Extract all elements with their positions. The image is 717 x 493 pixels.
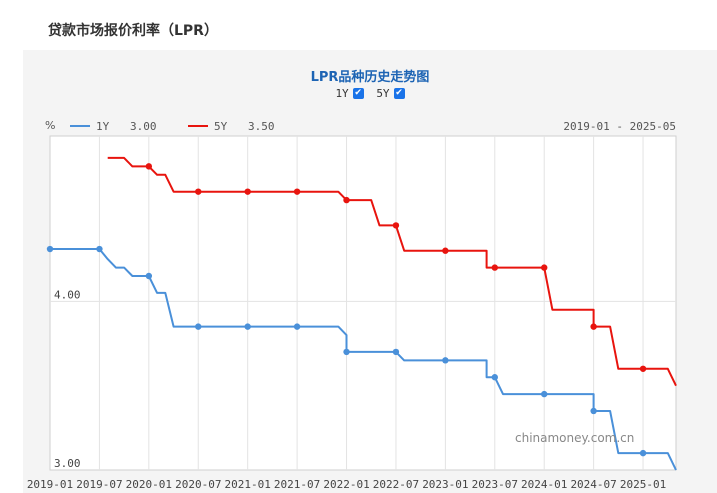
data-point-5y[interactable] [145, 163, 153, 170]
data-point-1y[interactable] [195, 323, 202, 330]
series-layer [46, 156, 677, 471]
series-line-1y [50, 248, 677, 471]
data-point-5y[interactable] [639, 365, 647, 372]
data-point-1y[interactable] [46, 245, 54, 253]
axis-labels: 2019-01 2019-07 2020-01 2020-07 2021-01 2021-… [27, 288, 666, 491]
plot-area [49, 135, 677, 471]
data-point-1y[interactable] [96, 245, 103, 253]
data-point-1y[interactable] [392, 348, 400, 356]
legend: 1Y 3.00 5Y 3.50 [70, 120, 275, 133]
toggle-5y[interactable]: 5Y ✔ [376, 87, 405, 100]
x-tick-label: 2024-01 [521, 478, 567, 491]
data-point-1y[interactable] [293, 323, 301, 330]
x-tick-label: 2021-07 [274, 478, 320, 491]
x-tick-label: 2020-07 [175, 478, 221, 491]
data-point-5y[interactable] [343, 196, 350, 204]
toggle-5y-label: 5Y [376, 87, 390, 100]
x-tick-label: 2020-01 [126, 478, 172, 491]
toggle-5y-checkbox[interactable]: ✔ [393, 88, 405, 99]
data-point-1y[interactable] [541, 390, 548, 398]
data-point-5y[interactable] [590, 323, 597, 330]
legend-5y-name: 5Y [214, 120, 228, 133]
x-tick-label: 2023-01 [422, 478, 468, 491]
data-point-5y[interactable] [491, 264, 498, 271]
toggle-1y[interactable]: 1Y ✔ [335, 87, 364, 100]
series-line-5y [107, 156, 677, 387]
data-point-5y[interactable] [244, 188, 251, 195]
x-tick-label: 2022-07 [373, 478, 419, 491]
data-point-1y[interactable] [442, 357, 449, 364]
toggle-1y-label: 1Y [335, 87, 349, 100]
x-tick-label: 2025-01 [620, 478, 666, 491]
legend-1y-value: 3.00 [130, 120, 157, 133]
series-toggles: 1Y ✔ 5Y ✔ [23, 87, 717, 100]
watermark: chinamoney.com.cn [515, 431, 634, 445]
x-tick-label: 2024-07 [570, 478, 616, 491]
data-point-5y[interactable] [442, 247, 449, 254]
toggle-1y-checkbox[interactable]: ✔ [352, 88, 364, 99]
legend-1y-name: 1Y [96, 120, 110, 133]
data-point-5y[interactable] [195, 188, 202, 195]
chart-title: LPR品种历史走势图 [310, 70, 430, 85]
data-point-1y[interactable] [343, 348, 350, 356]
data-point-1y[interactable] [145, 272, 153, 280]
data-point-1y[interactable] [244, 323, 251, 330]
legend-5y-value: 3.50 [248, 120, 275, 133]
data-point-5y[interactable] [293, 188, 301, 195]
x-tick-label: 2021-01 [225, 478, 271, 491]
x-tick-label: 2022-01 [323, 478, 369, 491]
y-tick-label: 4.00 [54, 288, 81, 301]
date-range: 2019-01 - 2025-05 [563, 120, 676, 133]
data-point-1y[interactable] [491, 374, 498, 381]
x-tick-label: 2019-07 [76, 478, 122, 491]
data-point-1y[interactable] [639, 449, 647, 457]
page-title: 贷款市场报价利率（LPR） [48, 23, 218, 39]
data-point-5y[interactable] [541, 264, 548, 271]
data-point-1y[interactable] [590, 407, 597, 415]
x-tick-label: 2023-07 [472, 478, 518, 491]
grid-lines [50, 136, 676, 470]
y-unit-label: % [45, 119, 55, 132]
y-tick-label: 3.00 [54, 457, 81, 470]
data-point-5y[interactable] [392, 222, 400, 229]
x-tick-label: 2019-01 [27, 478, 73, 491]
